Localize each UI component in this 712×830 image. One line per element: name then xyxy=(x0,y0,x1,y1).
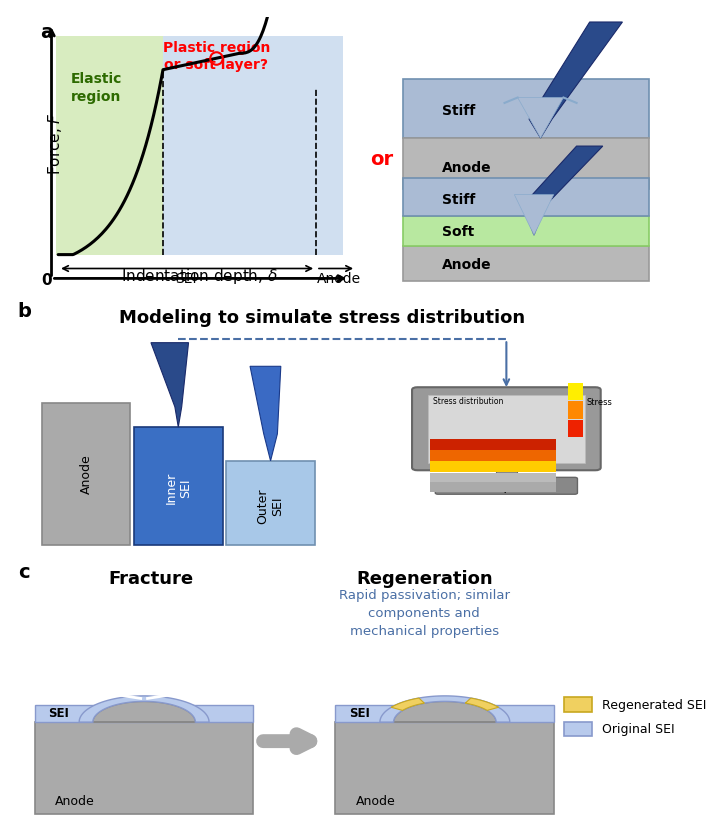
Bar xyxy=(428,395,585,462)
Polygon shape xyxy=(93,701,195,722)
Text: Anode: Anode xyxy=(356,795,396,808)
Text: Anode: Anode xyxy=(56,795,95,808)
Bar xyxy=(403,138,649,189)
FancyBboxPatch shape xyxy=(435,477,577,494)
Text: b: b xyxy=(18,302,31,321)
Polygon shape xyxy=(151,343,189,427)
Polygon shape xyxy=(250,366,281,461)
Polygon shape xyxy=(380,696,510,722)
Bar xyxy=(134,427,223,545)
Bar xyxy=(403,79,649,138)
Text: Inner
SEI: Inner SEI xyxy=(164,471,192,504)
Polygon shape xyxy=(514,194,554,235)
Text: Anode: Anode xyxy=(80,455,93,494)
Text: Stress distribution: Stress distribution xyxy=(433,398,503,407)
Text: or: or xyxy=(370,150,393,169)
Bar xyxy=(226,461,315,545)
Text: Elastic
region: Elastic region xyxy=(70,72,122,104)
Polygon shape xyxy=(518,97,563,138)
Polygon shape xyxy=(392,698,424,710)
Text: Stress: Stress xyxy=(587,398,612,408)
Text: SEI: SEI xyxy=(48,706,69,720)
Text: Anode: Anode xyxy=(318,272,362,286)
Bar xyxy=(35,705,253,722)
Bar xyxy=(430,473,556,482)
Bar xyxy=(163,37,342,255)
Text: Force, $F$: Force, $F$ xyxy=(46,112,64,175)
Text: Plastic region
or soft layer?: Plastic region or soft layer? xyxy=(162,41,270,72)
Bar xyxy=(403,216,649,246)
FancyBboxPatch shape xyxy=(412,388,601,471)
Text: Stiff: Stiff xyxy=(442,104,476,118)
Bar xyxy=(568,401,583,418)
Bar xyxy=(496,466,517,480)
Text: Soft: Soft xyxy=(442,226,474,239)
Bar xyxy=(335,705,554,722)
Bar xyxy=(41,403,130,545)
Bar xyxy=(430,439,556,450)
Bar xyxy=(403,178,649,216)
Text: c: c xyxy=(18,564,29,583)
Text: Computer: Computer xyxy=(476,480,538,493)
Text: a: a xyxy=(40,22,53,42)
Polygon shape xyxy=(523,146,603,235)
Bar xyxy=(430,482,556,492)
Text: Rapid passivation; similar
components and
mechanical properties: Rapid passivation; similar components an… xyxy=(339,588,510,637)
Bar xyxy=(35,722,253,814)
Text: Indentation depth, $\delta$: Indentation depth, $\delta$ xyxy=(121,266,278,286)
Text: Stiff: Stiff xyxy=(442,193,476,207)
Bar xyxy=(430,450,556,461)
Text: SEI: SEI xyxy=(349,706,370,720)
Polygon shape xyxy=(529,22,622,138)
Text: 0: 0 xyxy=(41,273,52,288)
Text: Anode: Anode xyxy=(442,161,492,174)
Text: Regeneration: Regeneration xyxy=(356,569,493,588)
Bar xyxy=(430,461,556,471)
Bar xyxy=(568,383,583,400)
Text: Fracture: Fracture xyxy=(108,569,194,588)
Polygon shape xyxy=(79,696,209,722)
Bar xyxy=(568,420,583,437)
Text: Outer
SEI: Outer SEI xyxy=(256,489,285,524)
Legend: Regenerated SEI, Original SEI: Regenerated SEI, Original SEI xyxy=(560,694,710,740)
Bar xyxy=(335,722,554,814)
Text: SEI: SEI xyxy=(176,272,197,286)
Polygon shape xyxy=(394,701,496,722)
Text: Modeling to simulate stress distribution: Modeling to simulate stress distribution xyxy=(119,309,525,327)
Polygon shape xyxy=(466,698,498,710)
Bar xyxy=(403,246,649,281)
Text: Anode: Anode xyxy=(442,258,492,271)
Bar xyxy=(56,37,163,255)
